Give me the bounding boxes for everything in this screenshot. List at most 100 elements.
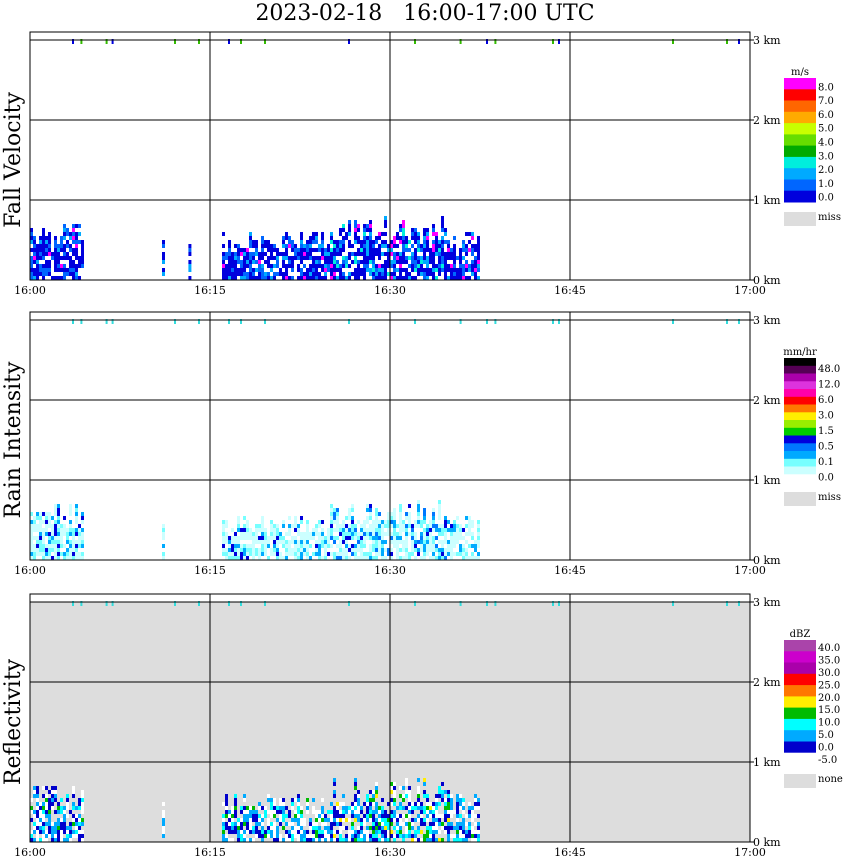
colorbar-swatch: [784, 443, 816, 452]
colorbar-swatch: [784, 179, 816, 192]
top-mark: [494, 319, 497, 324]
colorbar-missing-label: none: [818, 774, 843, 785]
colorbar-swatch: [784, 111, 816, 124]
top-mark: [198, 39, 200, 44]
colorbar-swatch: [784, 412, 816, 421]
echo-region-4: [450, 516, 480, 560]
top-mark: [228, 601, 230, 606]
top-mark: [486, 39, 488, 44]
top-mark: [111, 601, 114, 606]
top-mark: [72, 39, 74, 44]
colorbar-swatch: [784, 651, 816, 664]
top-mark: [228, 39, 230, 44]
top-mark: [494, 601, 497, 606]
echo-region-4: [330, 216, 450, 280]
colorbar-label: 5.0: [818, 124, 834, 135]
top-mark: [672, 39, 674, 44]
top-mark: [672, 319, 674, 324]
x-tick-label: 17:00: [734, 564, 766, 577]
colorbar-label: 15.0: [818, 705, 840, 716]
top-mark: [486, 601, 488, 606]
top-mark: [348, 319, 350, 324]
echo-region-0: [30, 224, 84, 280]
top-mark: [105, 39, 108, 44]
echo-region-3: [330, 778, 450, 842]
colorbar-swatch: [784, 707, 816, 720]
colorbar-label: 6.0: [818, 395, 834, 406]
echo-region-2: [188, 244, 192, 280]
x-tick-label: 16:30: [374, 564, 406, 577]
top-mark: [552, 319, 554, 324]
top-mark: [494, 39, 497, 44]
top-mark: [459, 319, 462, 324]
colorbar-swatch: [784, 404, 816, 413]
top-mark: [738, 601, 740, 606]
y-tick-label: 2 km: [753, 676, 781, 689]
top-mark: [264, 601, 266, 606]
colorbar-swatch: [784, 718, 816, 731]
colorbar-swatch: [784, 389, 816, 398]
colorbar-label: 0.0: [818, 742, 834, 753]
colorbar-swatch: [784, 435, 816, 444]
top-mark: [726, 319, 728, 324]
colorbar-label: 3.0: [818, 410, 834, 421]
colorbar-missing-swatch: [784, 492, 816, 506]
top-mark: [111, 39, 114, 44]
x-tick-label: 16:15: [194, 564, 226, 577]
colorbar-missing-label: miss: [818, 212, 841, 223]
colorbar-swatch: [784, 685, 816, 697]
colorbar-swatch: [784, 730, 816, 742]
colorbar-label: 4.0: [818, 138, 834, 149]
top-mark: [111, 319, 114, 324]
colorbar-swatch: [784, 145, 816, 158]
top-mark: [240, 601, 242, 606]
top-echo-marks: [72, 601, 740, 606]
colorbar-swatch: [784, 168, 816, 180]
top-mark: [105, 601, 108, 606]
colorbar-swatch: [784, 381, 816, 390]
x-tick-label: 16:45: [554, 564, 586, 577]
colorbar-swatch: [784, 78, 816, 90]
colorbar-label: 5.0: [818, 730, 834, 741]
top-mark: [174, 601, 176, 606]
y-tick-label: 3 km: [753, 596, 781, 609]
colorbar-unit: m/s: [791, 67, 809, 78]
chart-title: 2023-02-18 16:00-17:00 UTC: [255, 1, 595, 26]
top-mark: [240, 319, 242, 324]
x-tick-label: 16:00: [14, 284, 46, 297]
colorbar-swatch: [784, 640, 816, 652]
top-mark: [738, 319, 740, 324]
top-mark: [558, 319, 560, 324]
y-tick-label: 2 km: [753, 114, 781, 127]
x-tick-label: 16:45: [554, 284, 586, 297]
colorbar-label: 12.0: [818, 379, 840, 390]
colorbar-label: 0.1: [818, 457, 834, 468]
colorbar-label: 0.0: [818, 193, 834, 204]
colorbar-swatch: [784, 466, 816, 475]
x-tick-label: 16:30: [374, 284, 406, 297]
echo-region-1: [162, 524, 165, 560]
colorbar-swatch: [784, 696, 816, 709]
colorbar: dBZ 40.0 35.030.025.0 20.015.0 10.05.00.0 -5.…: [784, 629, 843, 788]
x-tick-label: 16:00: [14, 846, 46, 859]
colorbar-swatch: [784, 662, 816, 675]
colorbar-swatch: [784, 673, 816, 686]
colorbar-swatch: [784, 458, 816, 468]
echo-region-4: [450, 794, 480, 842]
colorbar-swatch: [784, 365, 816, 375]
colorbar-label: -5.0: [818, 755, 837, 766]
colorbar-label: 10.0: [818, 718, 840, 729]
echo-region-2: [222, 516, 330, 560]
y-tick-label: 1 km: [753, 194, 781, 207]
top-echo-marks: [72, 39, 740, 44]
colorbar-label: 7.0: [818, 96, 834, 107]
colorbar-swatch: [784, 358, 816, 367]
top-mark: [558, 39, 560, 44]
top-mark: [414, 601, 416, 606]
top-mark: [80, 319, 83, 324]
colorbar-label: 40.0: [818, 643, 840, 654]
colorbar-missing-swatch: [784, 212, 816, 226]
colorbar-label: 1.0: [818, 179, 834, 190]
top-mark: [414, 319, 416, 324]
top-mark: [726, 39, 728, 44]
